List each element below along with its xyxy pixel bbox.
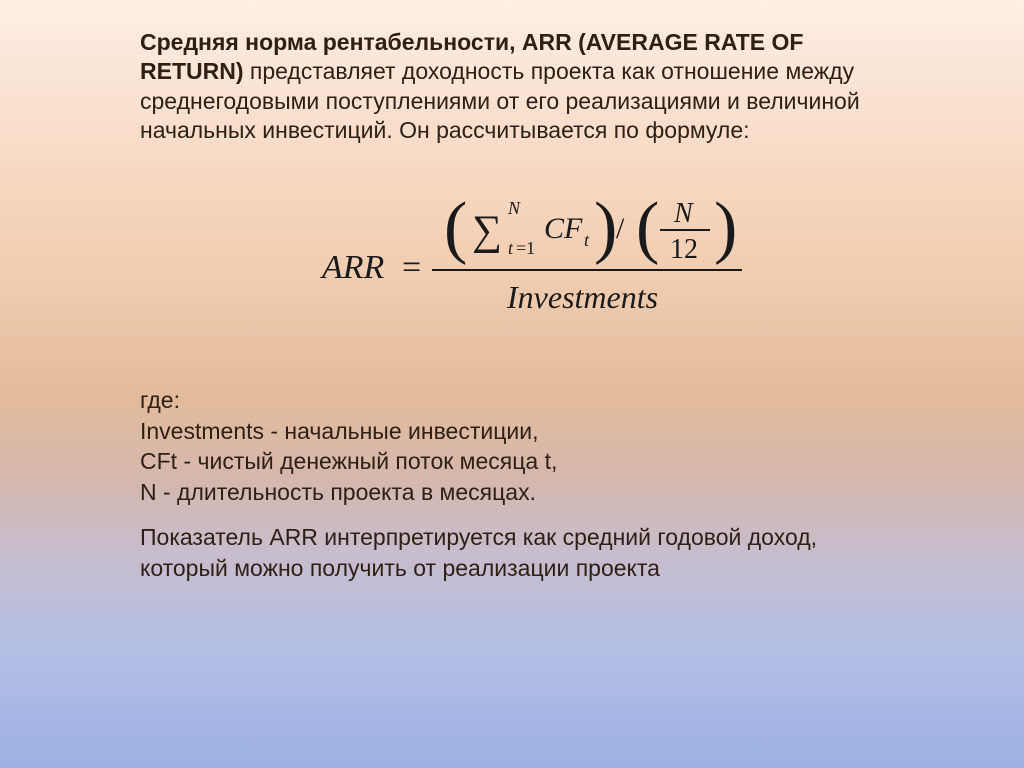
where-label: где: — [140, 385, 904, 416]
where-line-3: N - длительность проекта в месяцах. — [140, 477, 904, 508]
conclusion: Показатель ARR интерпретируется как сред… — [140, 522, 904, 584]
formula-svg: ARR = Investments ( ) ∑ N t — [262, 186, 782, 346]
sigma: ∑ — [472, 208, 502, 254]
slash: / — [616, 212, 625, 245]
sigma-upper: N — [507, 198, 521, 218]
sigma-lower-t: t — [508, 238, 514, 258]
rparen-2: ) — [714, 189, 737, 266]
formula-lhs: ARR — [320, 249, 385, 286]
formula-block: ARR = Investments ( ) ∑ N t — [140, 186, 904, 351]
rparen-1: ) — [594, 189, 617, 266]
where-block: где: Investments - начальные инвестиции,… — [140, 385, 904, 584]
formula-denom: Investments — [506, 279, 658, 315]
where-line-1: Investments - начальные инвестиции, — [140, 416, 904, 447]
sigma-lower-eq: =1 — [516, 238, 535, 258]
spacer — [140, 508, 904, 522]
lparen-1: ( — [444, 189, 467, 266]
lparen-2: ( — [636, 189, 659, 266]
cf: CF — [544, 212, 583, 245]
n-top: N — [673, 198, 694, 229]
intro-rest: представляет доходность проекта как отно… — [140, 58, 860, 143]
cf-sub: t — [584, 230, 590, 250]
twelve: 12 — [670, 234, 698, 265]
n-over-12-group: ( ) N 12 — [636, 189, 737, 266]
sum-group: ( ) ∑ N t =1 CF t — [444, 189, 617, 266]
where-line-2: CFt - чистый денежный поток месяца t, — [140, 446, 904, 477]
slide: Средняя норма рентабельности, ARR (AVERA… — [0, 0, 1024, 768]
intro-paragraph: Средняя норма рентабельности, ARR (AVERA… — [140, 28, 904, 146]
formula-eq: = — [402, 249, 421, 286]
